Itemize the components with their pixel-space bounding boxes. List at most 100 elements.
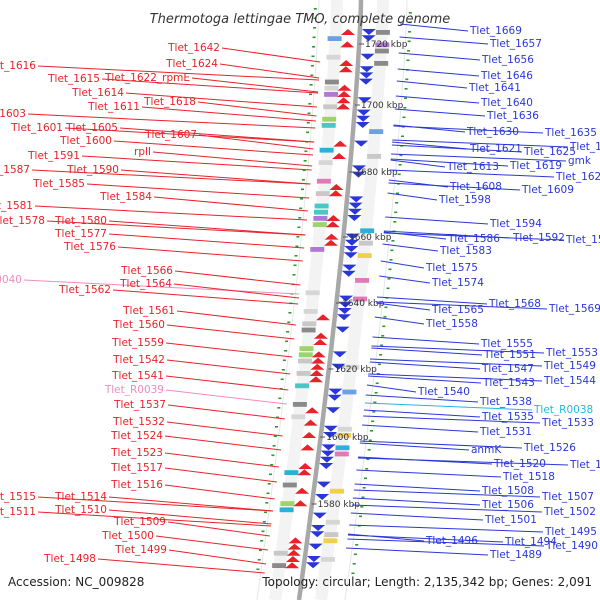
forward-gene-label[interactable]: Tlet_R0040 (0, 274, 22, 286)
reverse-gene-label[interactable]: Tlet_1575 (425, 262, 478, 274)
reverse-gene-label[interactable]: Tlet_1586 (447, 233, 500, 245)
forward-gene-label[interactable]: Tlet_1542 (112, 354, 165, 366)
reverse-gene-label[interactable]: Tlet_1568 (488, 298, 541, 310)
forward-gene-label[interactable]: Tlet_1578 (0, 215, 45, 227)
reverse-gene-label[interactable]: Tlet_1555 (480, 338, 533, 350)
forward-gene-label[interactable]: Tlet_1560 (112, 319, 165, 331)
reverse-gene-label[interactable]: Tlet_1583 (439, 245, 492, 257)
reverse-gene-label[interactable]: Tlet_1619 (509, 160, 562, 172)
forward-gene-label[interactable]: Tlet_1580 (54, 215, 107, 227)
forward-gene-label[interactable]: Tlet_1618 (143, 96, 196, 108)
reverse-gene-label[interactable]: Tlet_1574 (431, 277, 484, 289)
forward-gene-label[interactable]: Tlet_1566 (120, 265, 173, 277)
reverse-gene-label[interactable]: Tlet_1558 (425, 318, 478, 330)
reverse-gene-label[interactable]: Tlet_1494 (504, 536, 557, 548)
reverse-gene-label[interactable]: Tlet_1520 (493, 458, 546, 470)
reverse-gene-label[interactable]: Tlet_1544 (543, 375, 596, 387)
forward-gene-label[interactable]: Tlet_1591 (27, 150, 80, 162)
reverse-gene-label[interactable]: Tlet_1592 (512, 232, 565, 244)
reverse-gene-label[interactable]: Tlet_1646 (480, 70, 533, 82)
forward-gene-label[interactable]: Tlet_1537 (113, 399, 166, 411)
reverse-gene-label[interactable]: Tlet_1508 (481, 485, 534, 497)
reverse-gene-label[interactable]: Tlet_1598 (438, 194, 491, 206)
reverse-gene-label[interactable]: Tlet_1495 (544, 526, 597, 538)
forward-gene-label[interactable]: Tlet_1581 (0, 200, 33, 212)
forward-gene-label[interactable]: Tlet_1624 (165, 58, 218, 70)
reverse-gene-label[interactable]: Tlet_1609 (521, 184, 574, 196)
forward-gene-label[interactable]: Tlet_1584 (99, 191, 152, 203)
reverse-gene-label[interactable]: Tlet_1640 (480, 97, 533, 109)
reverse-gene-label[interactable]: Tlet_1593 (565, 234, 600, 246)
forward-gene-label[interactable]: Tlet_1590 (66, 164, 119, 176)
forward-gene-label[interactable]: Tlet_1561 (122, 305, 175, 317)
reverse-gene-label[interactable]: Tlet_1540 (417, 386, 470, 398)
forward-gene-label[interactable]: Tlet_1564 (119, 278, 172, 290)
reverse-gene-label[interactable]: Tlet_R0038 (533, 404, 593, 416)
reverse-gene-label[interactable]: Tlet_1519 (569, 459, 600, 471)
reverse-gene-label[interactable]: Tlet_1489 (489, 549, 542, 561)
reverse-gene-label[interactable]: Tlet_1620 (555, 171, 600, 183)
reverse-gene-label[interactable]: Tlet_1490 (545, 540, 598, 552)
reverse-gene-label[interactable]: anmK (471, 444, 502, 456)
forward-gene-label[interactable]: Tlet_1559 (111, 337, 164, 349)
forward-gene-label[interactable]: Tlet_1616 (0, 60, 36, 72)
reverse-gene-label[interactable]: Tlet_1507 (541, 491, 594, 503)
reverse-gene-label[interactable]: Tlet_1635 (544, 127, 597, 139)
reverse-gene-label[interactable]: Tlet_1669 (469, 25, 522, 37)
forward-gene-label[interactable]: Tlet_1523 (110, 447, 163, 459)
forward-gene-label[interactable]: Tlet_1605 (65, 122, 118, 134)
forward-gene-label[interactable]: Tlet_1611 (87, 101, 140, 113)
reverse-gene-label[interactable]: Tlet_1526 (523, 442, 576, 454)
forward-gene-label[interactable]: Tlet_1511 (0, 506, 36, 518)
forward-gene-label[interactable]: Tlet_1576 (63, 241, 116, 253)
forward-gene-label[interactable]: Tlet_1510 (54, 504, 107, 516)
reverse-gene-label[interactable]: Tlet_1506 (481, 499, 534, 511)
reverse-gene-label[interactable]: Tlet_1531 (479, 426, 532, 438)
reverse-gene-label[interactable]: Tlet_1538 (479, 396, 532, 408)
reverse-gene-label[interactable]: Tlet_1613 (446, 161, 499, 173)
forward-gene-label[interactable]: Tlet_1615 (47, 73, 100, 85)
forward-gene-label[interactable]: Tlet_1517 (110, 462, 163, 474)
forward-gene-label[interactable]: Tlet_1515 (0, 491, 36, 503)
forward-gene-label[interactable]: Tlet_1514 (54, 491, 107, 503)
forward-gene-label[interactable]: Tlet_1500 (101, 530, 154, 542)
reverse-gene-label[interactable]: Tlet_1565 (431, 304, 484, 316)
reverse-gene-label[interactable]: Tlet_1608 (449, 181, 502, 193)
forward-gene-label[interactable]: Tlet_1498 (43, 553, 96, 565)
reverse-gene-label[interactable]: Tlet_1630 (466, 126, 519, 138)
forward-gene-label[interactable]: Tlet_1600 (59, 135, 112, 147)
forward-gene-label[interactable]: Tlet_1541 (111, 370, 164, 382)
forward-gene-label[interactable]: Tlet_1642 (167, 42, 220, 54)
forward-gene-label[interactable]: Tlet_1607 (144, 129, 197, 141)
reverse-gene-label[interactable]: Tlet_1625 (523, 146, 576, 158)
reverse-gene-label[interactable]: Tlet_1657 (489, 38, 542, 50)
forward-gene-label[interactable]: Tlet_1603 (0, 108, 26, 120)
reverse-gene-label[interactable]: Tlet_1549 (543, 360, 596, 372)
forward-gene-label[interactable]: Tlet_1614 (71, 87, 124, 99)
reverse-gene-label[interactable]: Tlet_1656 (481, 54, 534, 66)
forward-gene-label[interactable]: Tlet_1499 (114, 544, 167, 556)
reverse-gene-label[interactable]: Tlet_1594 (489, 218, 542, 230)
forward-gene-label[interactable]: Tlet_1587 (0, 164, 30, 176)
reverse-gene-label[interactable]: Tlet_1543 (482, 377, 535, 389)
reverse-gene-label[interactable]: Tlet_1632 (569, 141, 600, 153)
reverse-gene-label[interactable]: Tlet_1641 (468, 82, 521, 94)
reverse-gene-label[interactable]: Tlet_1553 (545, 347, 598, 359)
forward-gene-label[interactable]: Tlet_1577 (54, 228, 107, 240)
reverse-gene-label[interactable]: gmk (568, 155, 592, 167)
forward-gene-label[interactable]: Tlet_1516 (110, 479, 163, 491)
forward-gene-label[interactable]: Tlet_1562 (58, 284, 111, 296)
reverse-gene-label[interactable]: Tlet_1621 (469, 143, 522, 155)
reverse-gene-label[interactable]: Tlet_1496 (425, 535, 478, 547)
reverse-gene-label[interactable]: Tlet_1547 (481, 363, 534, 375)
forward-gene-label[interactable]: Tlet_R0039 (104, 384, 164, 396)
reverse-gene-label[interactable]: Tlet_1636 (486, 110, 539, 122)
forward-gene-label[interactable]: Tlet_1622_rpmE (104, 72, 190, 84)
forward-gene-label[interactable]: Tlet_1601 (10, 122, 63, 134)
forward-gene-label[interactable]: rplI (134, 146, 151, 158)
reverse-gene-label[interactable]: Tlet_1518 (502, 471, 555, 483)
forward-gene-label[interactable]: Tlet_1532 (112, 416, 165, 428)
forward-gene-label[interactable]: Tlet_1509 (113, 516, 166, 528)
reverse-gene-label[interactable]: Tlet_1535 (481, 411, 534, 423)
forward-gene-label[interactable]: Tlet_1524 (110, 430, 163, 442)
